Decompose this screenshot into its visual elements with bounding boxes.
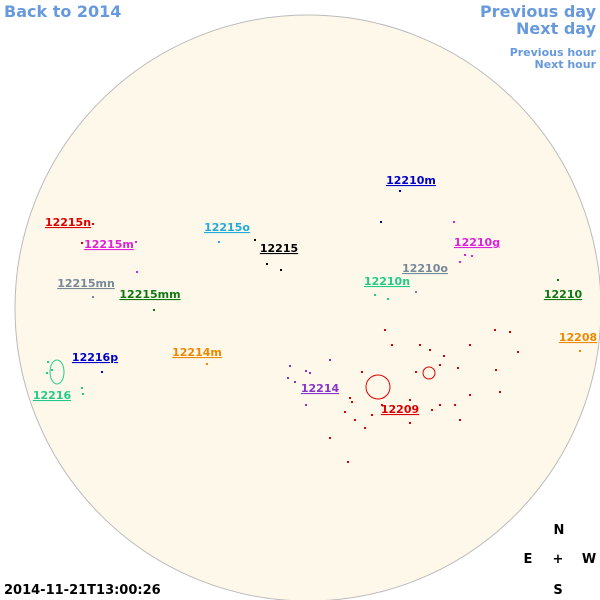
- sunspot-outline: [49, 359, 65, 385]
- sunspot: [305, 404, 307, 406]
- sunspot: [347, 461, 349, 463]
- sunspot: [218, 241, 220, 243]
- previous-day-link[interactable]: Previous day: [480, 2, 597, 21]
- sunspot: [443, 355, 445, 357]
- sunspot: [364, 427, 366, 429]
- region-label[interactable]: 12210o: [402, 262, 448, 275]
- region-label[interactable]: 12216: [33, 389, 72, 402]
- sunspot: [136, 271, 138, 273]
- region-label[interactable]: 12209: [381, 403, 419, 416]
- sunspot: [289, 365, 291, 367]
- region-label[interactable]: 12215m: [84, 238, 134, 251]
- sunspot: [469, 344, 471, 346]
- sunspot: [409, 399, 411, 401]
- sunspot: [294, 381, 296, 383]
- sunspot: [135, 241, 137, 243]
- sunspot: [439, 364, 441, 366]
- region-label[interactable]: 12210n: [364, 275, 410, 288]
- timestamp: 2014-11-21T13:00:26: [4, 583, 161, 598]
- sunspot: [409, 422, 411, 424]
- region-label[interactable]: 12214m: [172, 346, 222, 359]
- sunspot: [92, 223, 94, 225]
- sunspot: [419, 344, 421, 346]
- sunspot: [471, 255, 473, 257]
- sunspot: [82, 393, 84, 395]
- next-day-link[interactable]: Next day: [516, 19, 597, 38]
- region-label[interactable]: 12214: [301, 382, 340, 395]
- sunspot: [517, 351, 519, 353]
- sunspot: [81, 387, 83, 389]
- back-link[interactable]: Back to 2014: [4, 2, 121, 21]
- sunspot: [415, 371, 417, 373]
- sunspot: [557, 279, 559, 281]
- sunspot: [92, 296, 94, 298]
- sunspot: [46, 372, 48, 374]
- sunspot: [81, 242, 83, 244]
- sunspot-outline: [365, 374, 391, 400]
- sunspot: [47, 361, 49, 363]
- sunspot: [381, 404, 383, 406]
- region-label[interactable]: 12215n: [45, 216, 91, 229]
- sunspot: [579, 350, 581, 352]
- sunspot: [459, 419, 461, 421]
- sunspot: [287, 377, 289, 379]
- sunspot: [454, 404, 456, 406]
- sunspot: [206, 363, 208, 365]
- sunspot: [351, 401, 353, 403]
- sunspot: [153, 309, 155, 311]
- compass-north: N: [554, 523, 565, 538]
- sunspot: [499, 391, 501, 393]
- sunspot: [459, 261, 461, 263]
- sunspot: [415, 291, 417, 293]
- region-label[interactable]: 12215: [260, 242, 298, 255]
- sunspot: [329, 437, 331, 439]
- sunspot: [399, 190, 401, 192]
- sunspot: [391, 344, 393, 346]
- sunspot: [309, 372, 311, 374]
- compass-east: E: [524, 552, 533, 567]
- region-label[interactable]: 12210g: [454, 236, 500, 249]
- sunspot: [469, 394, 471, 396]
- sunspot: [494, 329, 496, 331]
- compass-south: S: [553, 583, 562, 598]
- sunspot: [344, 411, 346, 413]
- sunspot: [495, 369, 497, 371]
- region-label[interactable]: 12210: [544, 288, 583, 301]
- sunspot: [431, 409, 433, 411]
- compass-center: +: [553, 552, 564, 567]
- sunspot: [457, 367, 459, 369]
- compass-west: W: [582, 552, 596, 567]
- region-label[interactable]: 12208: [559, 331, 597, 344]
- region-label[interactable]: 12216p: [72, 351, 118, 364]
- sunspot: [51, 369, 53, 371]
- sunspot: [305, 370, 307, 372]
- sunspot: [371, 414, 373, 416]
- sunspot: [349, 397, 351, 399]
- sunspot: [266, 263, 268, 265]
- next-hour-link[interactable]: Next hour: [535, 58, 597, 71]
- sunspot: [429, 349, 431, 351]
- sunspot: [101, 371, 103, 373]
- previous-hour-link[interactable]: Previous hour: [510, 46, 597, 59]
- sunspot: [354, 419, 356, 421]
- sunspot: [439, 404, 441, 406]
- region-label[interactable]: 12210m: [386, 174, 436, 187]
- sunspot: [254, 239, 256, 241]
- sunspot: [380, 221, 382, 223]
- sunspot: [280, 269, 282, 271]
- sunspot: [384, 329, 386, 331]
- sunspot: [387, 298, 389, 300]
- sunspot-outline: [422, 366, 436, 380]
- region-label[interactable]: 12215o: [204, 221, 250, 234]
- sunspot: [374, 294, 376, 296]
- sunspot: [329, 359, 331, 361]
- sunspot: [453, 221, 455, 223]
- sunspot: [361, 371, 363, 373]
- sunspot: [464, 254, 466, 256]
- region-label[interactable]: 12215mn: [57, 277, 115, 290]
- sunspot: [509, 331, 511, 333]
- region-label[interactable]: 12215mm: [119, 288, 180, 301]
- solar-disc: [14, 14, 600, 600]
